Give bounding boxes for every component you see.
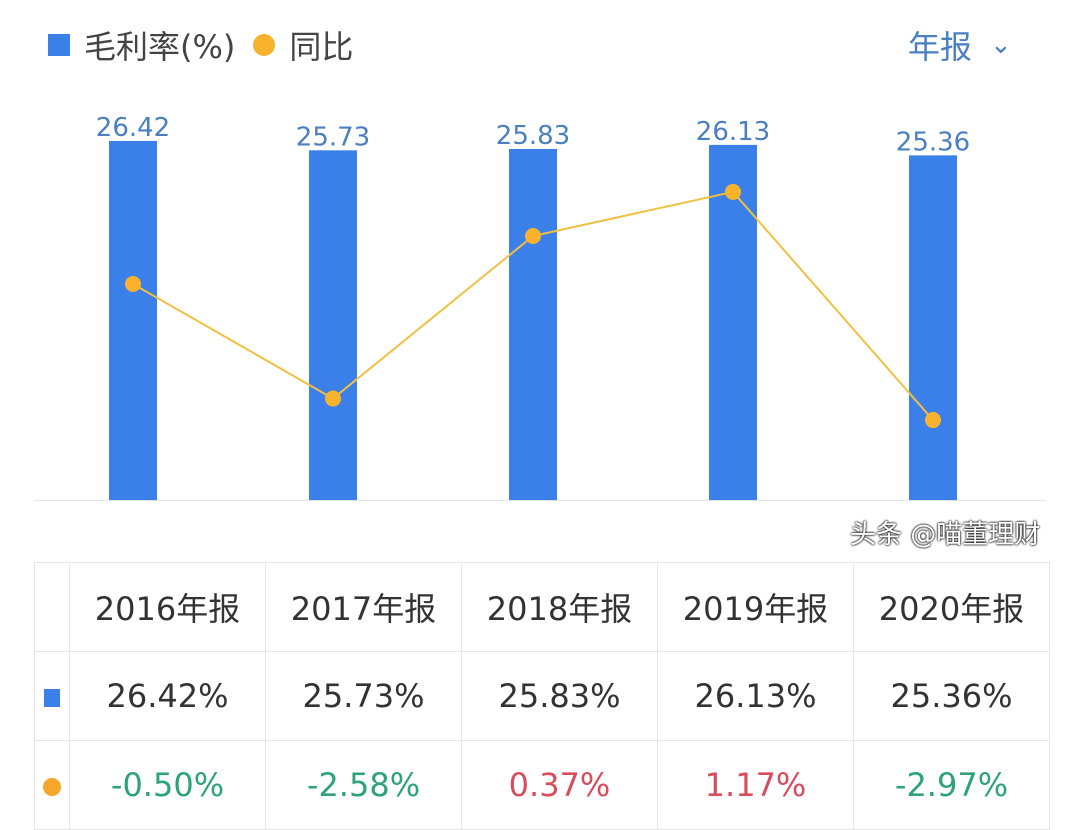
cell: 26.42% xyxy=(69,651,266,741)
data-table: 2016年报 2017年报 2018年报 2019年报 2020年报 26.42… xyxy=(34,562,1050,830)
legend: 毛利率(%) 同比 xyxy=(48,22,353,68)
line-legend-swatch xyxy=(253,34,276,56)
period-dropdown[interactable]: 年报 ⌄ xyxy=(908,22,1012,68)
bar xyxy=(109,140,157,500)
yoy-point xyxy=(725,183,741,200)
line-legend-label: 同比 xyxy=(289,28,354,66)
yoy-point xyxy=(525,228,541,245)
bar xyxy=(509,148,557,500)
bar-legend-swatch xyxy=(48,34,70,56)
bar xyxy=(909,155,957,500)
header-cell: 2020年报 xyxy=(853,562,1050,652)
table-row-yoy: -0.50% -2.58% 0.37% 1.17% -2.97% xyxy=(34,740,1050,830)
table-row-margin: 26.42% 25.73% 25.83% 26.13% 25.36% xyxy=(34,651,1050,741)
cell: 26.13% xyxy=(657,651,854,741)
cell: -2.97% xyxy=(853,740,1050,830)
bar-legend-label: 毛利率(%) xyxy=(84,28,236,66)
period-value: 年报 xyxy=(908,28,973,66)
header-cell: 2018年报 xyxy=(461,562,658,652)
header-cell: 2016年报 xyxy=(69,562,266,652)
bar-value-label: 25.36 xyxy=(896,127,970,157)
bar-value-label: 25.83 xyxy=(496,121,570,151)
cell: 25.83% xyxy=(461,651,658,741)
cell: 25.36% xyxy=(853,651,1050,741)
bar-value-label: 25.73 xyxy=(296,122,370,152)
cell: 1.17% xyxy=(657,740,854,830)
cell: -0.50% xyxy=(69,740,266,830)
bar xyxy=(309,150,357,501)
corner-cell xyxy=(34,562,70,652)
watermark: 头条 @喵董理财 xyxy=(850,520,1041,550)
bar xyxy=(709,144,757,500)
chart: 26.42 25.73 25.83 26.13 25.36 xyxy=(34,113,1046,501)
yoy-point xyxy=(325,390,341,407)
bar-marker-icon xyxy=(44,689,60,707)
yoy-point xyxy=(925,412,941,429)
cell: -2.58% xyxy=(265,740,462,830)
yoy-point xyxy=(125,275,141,292)
chevron-down-icon: ⌄ xyxy=(990,30,1012,60)
bar-value-label: 26.42 xyxy=(96,113,170,143)
bar-value-label: 26.13 xyxy=(696,117,770,147)
table-header-row: 2016年报 2017年报 2018年报 2019年报 2020年报 xyxy=(34,562,1050,652)
cell: 25.73% xyxy=(265,651,462,741)
header-cell: 2017年报 xyxy=(265,562,462,652)
header-cell: 2019年报 xyxy=(657,562,854,652)
dot-marker-icon xyxy=(43,778,61,796)
cell: 0.37% xyxy=(461,740,658,830)
